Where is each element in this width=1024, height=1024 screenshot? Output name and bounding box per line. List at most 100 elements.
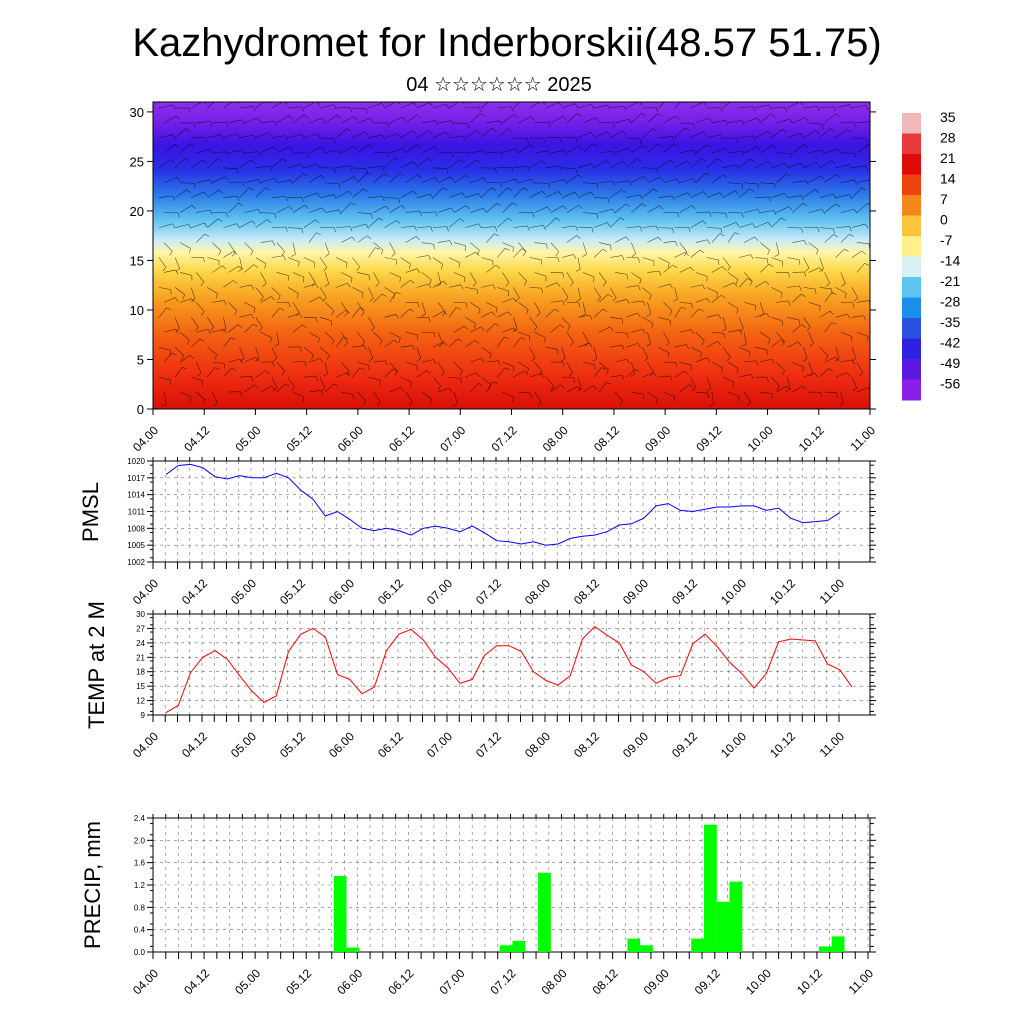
- wind-barb-flag: [578, 302, 581, 308]
- wind-barb: [368, 247, 376, 258]
- wind-barb-flag: [722, 266, 727, 271]
- wind-barb: [336, 309, 346, 318]
- y-tick-label: 1014: [127, 491, 145, 500]
- x-tick-label: 04.12: [179, 576, 210, 607]
- wind-barb: [357, 117, 371, 124]
- wind-barb-flag: [693, 123, 695, 129]
- wind-barb-flag: [273, 177, 277, 183]
- wind-barb-flag: [402, 116, 406, 122]
- precip-bar: [333, 876, 347, 952]
- wind-barb: [437, 302, 446, 312]
- wind-barb: [352, 107, 367, 110]
- wind-barb: [470, 326, 482, 333]
- wind-barb: [550, 116, 564, 124]
- wind-barb: [481, 226, 496, 228]
- wind-barb: [679, 302, 692, 304]
- wind-barb-flag: [496, 203, 502, 207]
- wind-barb-flag: [707, 393, 709, 399]
- wind-barb-flag: [467, 123, 470, 129]
- wind-barb-flag: [736, 308, 739, 314]
- wind-barb-flag: [478, 308, 481, 314]
- wind-barb-flag: [721, 294, 726, 299]
- wind-barb: [663, 391, 675, 397]
- wind-barb-flag: [172, 104, 176, 110]
- wind-barb-flag: [193, 183, 196, 189]
- wind-barb: [771, 317, 783, 322]
- wind-barb-flag: [301, 163, 305, 169]
- wind-barb: [679, 266, 691, 273]
- wind-barb-flag: [367, 172, 372, 176]
- wind-barb-flag: [315, 283, 319, 289]
- wind-barb-flag: [241, 119, 245, 125]
- wind-barb-flag: [639, 279, 642, 285]
- wind-barb: [819, 368, 829, 378]
- wind-barb-flag: [274, 343, 279, 347]
- y-tick-label: 0.4: [134, 926, 146, 935]
- wind-barb-flag: [526, 309, 529, 315]
- wind-barb-flag: [299, 313, 303, 318]
- wind-barb: [658, 159, 671, 169]
- wind-barb-flag: [831, 160, 836, 165]
- wind-barb-flag: [828, 368, 833, 372]
- wind-barb: [389, 361, 398, 372]
- wind-barb: [207, 346, 217, 355]
- wind-barb-flag: [186, 189, 191, 193]
- wind-barb: [819, 310, 831, 318]
- wind-barb: [319, 287, 327, 298]
- wind-barb: [695, 239, 708, 243]
- wind-barb-flag: [322, 297, 327, 302]
- wind-barb: [497, 248, 506, 258]
- wind-barb: [158, 195, 173, 198]
- wind-barb-flag: [226, 121, 229, 127]
- wind-barb: [174, 347, 184, 356]
- wind-barb-flag: [504, 248, 510, 251]
- wind-barb: [722, 102, 731, 109]
- wind-barb-flag: [253, 264, 258, 268]
- wind-barb: [738, 278, 748, 288]
- wind-barb: [271, 226, 286, 228]
- wind-barb-flag: [621, 318, 624, 324]
- wind-barb-flag: [281, 251, 285, 256]
- wind-barb: [341, 332, 348, 343]
- wind-barb-flag: [564, 297, 569, 302]
- wind-barb-flag: [526, 368, 529, 374]
- wind-barb-flag: [628, 118, 632, 124]
- wind-barb: [421, 391, 432, 400]
- wind-barb: [739, 106, 754, 109]
- wind-barb-flag: [443, 281, 448, 285]
- wind-barb: [448, 338, 458, 348]
- wind-barb: [647, 270, 660, 273]
- x-tick-label: 07.00: [437, 423, 468, 454]
- wind-barb-flag: [350, 277, 353, 283]
- wind-barb-flag: [819, 267, 823, 272]
- wind-barb: [631, 300, 644, 303]
- x-tick-label: 05.00: [228, 576, 259, 607]
- wind-barb: [336, 165, 351, 169]
- x-tick-label: 06.12: [375, 729, 406, 760]
- wind-barb-flag: [541, 190, 546, 195]
- wind-barb-flag: [172, 223, 176, 229]
- wind-barb-flag: [187, 339, 190, 345]
- wind-barb: [352, 257, 360, 268]
- wind-barb-flag: [699, 308, 704, 312]
- wind-barb: [223, 337, 231, 348]
- wind-barb-flag: [483, 150, 487, 156]
- wind-barb-flag: [741, 183, 744, 190]
- wind-barb: [486, 360, 499, 363]
- wind-barb-flag: [402, 148, 406, 153]
- wind-barb-flag: [511, 106, 514, 112]
- wind-barb-flag: [209, 179, 213, 185]
- wind-barb: [803, 189, 816, 198]
- wind-barb-flag: [413, 102, 417, 107]
- colorbar-label: -28: [940, 294, 960, 310]
- wind-barb-flag: [174, 297, 179, 302]
- wind-barb-flag: [175, 328, 179, 334]
- wind-barb: [276, 332, 280, 345]
- wind-barb-flag: [700, 158, 706, 162]
- wind-barb-flag: [207, 329, 211, 334]
- wind-barb: [432, 131, 446, 139]
- wind-barb-flag: [771, 145, 776, 149]
- colorbar-label: 7: [940, 191, 948, 207]
- wind-barb-flag: [543, 138, 546, 144]
